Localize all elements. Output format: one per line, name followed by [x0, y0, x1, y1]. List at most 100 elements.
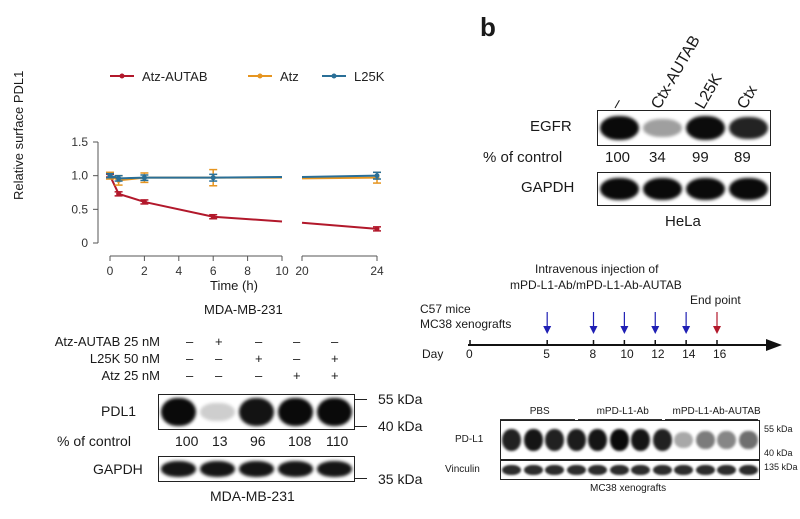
blot-band [502, 464, 522, 476]
y-tick-label: 0 [81, 236, 88, 250]
x-tick-label: 8 [244, 264, 251, 278]
blot-band [631, 464, 651, 476]
pct-value: 96 [250, 433, 266, 449]
blot-band [316, 461, 353, 477]
series-line-2 [301, 174, 378, 179]
series-line-2 [109, 174, 283, 180]
day-tick-label: 16 [713, 347, 727, 361]
data-point [210, 214, 216, 220]
x-tick-label: 6 [210, 264, 217, 278]
injection-arrow-head [543, 326, 552, 334]
treatment-sign: – [215, 351, 223, 366]
lane-label: L25K [692, 71, 726, 112]
end-point-label: End point [690, 293, 741, 307]
group-bracket [578, 419, 662, 420]
blot-band [717, 431, 737, 449]
data-point [107, 173, 113, 179]
blot-band [674, 464, 694, 476]
blot-band [502, 429, 522, 451]
blot-band [728, 116, 769, 140]
pct-value: 89 [734, 149, 751, 166]
mice-line-1: C57 mice [420, 302, 471, 316]
legend-marker [119, 73, 125, 79]
blot-band [199, 402, 236, 422]
chart-caption: MDA-MB-231 [204, 302, 283, 317]
blot-band [277, 397, 314, 427]
timeline [468, 312, 782, 351]
blot-band [566, 428, 586, 452]
blot-band [545, 429, 565, 451]
blot-band [609, 464, 629, 476]
day-tick-label: 12 [651, 347, 665, 361]
group-label: PBS [529, 406, 550, 417]
marker-55-c: 55 kDa [764, 424, 793, 434]
blot-band [728, 177, 769, 201]
y-tick-label: 1.5 [71, 135, 88, 149]
pct-value: 13 [212, 433, 228, 449]
legend-label: Atz-AUTAB [142, 69, 208, 84]
series-line-0 [301, 221, 378, 230]
blot-band [545, 464, 565, 476]
chart-xlabel: Time (h) [210, 278, 258, 293]
treatment-sign: – [186, 368, 194, 383]
marker-tick [355, 478, 367, 479]
y-tick-label: 1.0 [71, 169, 88, 183]
egfr-blot [597, 110, 771, 146]
blot-band [599, 116, 640, 140]
data-point [141, 199, 147, 205]
gapdh-blot-a [158, 456, 355, 482]
pct-label-a: % of control [57, 433, 131, 449]
treatment-sign: – [293, 351, 301, 366]
blot-caption-a: MDA-MB-231 [210, 488, 295, 504]
treatment-sign: – [255, 334, 263, 349]
blot-band [238, 461, 275, 477]
blot-band [609, 428, 629, 452]
injection-arrow-head [651, 326, 660, 334]
surface-pdl1-chart: 00.51.01.50 2 4 6 8 10 20 24 Atz-AUTAB Atz L25K [71, 69, 384, 278]
x-tick-label: 4 [175, 264, 182, 278]
legend-marker [331, 73, 337, 79]
data-point [116, 175, 122, 181]
legend-label: Atz [280, 69, 299, 84]
pct-value: 110 [326, 433, 349, 449]
blot-band [695, 464, 715, 476]
marker-40-a: 40 kDa [378, 418, 423, 434]
marker-40-c: 40 kDa [764, 448, 793, 458]
blot-band [599, 177, 640, 201]
blot-band [685, 116, 726, 140]
treatment-sign: + [215, 334, 223, 349]
marker-35-a: 35 kDa [378, 471, 423, 487]
blot-band [695, 430, 715, 450]
x-tick-label: 20 [295, 264, 309, 278]
series-line-0 [109, 175, 283, 223]
blot-band [631, 428, 651, 452]
group-label: mPD-L1-Ab-AUTAB [672, 406, 761, 417]
pct-value: 108 [288, 433, 312, 449]
injection-arrow-head [682, 326, 691, 334]
blot-band [674, 431, 694, 449]
x-tick-label: 24 [370, 264, 384, 278]
gapdh-blot-b [597, 172, 771, 206]
group-bracket [665, 419, 758, 420]
treatment-sign: – [331, 334, 339, 349]
legend-marker [257, 73, 263, 79]
data-point [116, 191, 122, 197]
treatment-sign: – [293, 334, 301, 349]
blot-band [738, 464, 758, 476]
injection-title-1: Intravenous injection of [535, 262, 659, 276]
y-tick-label: 0.5 [71, 202, 88, 216]
pct-value: 100 [605, 149, 631, 166]
injection-title-2: mPD-L1-Ab/mPD-L1-Ab-AUTAB [510, 278, 682, 292]
blot-band [652, 464, 672, 476]
treatment-label: Atz-AUTAB 25 nM [54, 334, 160, 349]
blot-band [642, 119, 683, 137]
day-tick-label: 8 [589, 347, 597, 361]
treatment-sign: + [331, 368, 339, 383]
blot-band [238, 397, 275, 427]
day-tick-label: 10 [620, 347, 634, 361]
blot-band [160, 397, 197, 427]
pdl1-blot [158, 394, 355, 430]
treatment-sign: + [331, 351, 339, 366]
day-tick-label: 5 [543, 347, 550, 361]
chart-ylabel: Relative surface PDL1 [11, 70, 26, 200]
